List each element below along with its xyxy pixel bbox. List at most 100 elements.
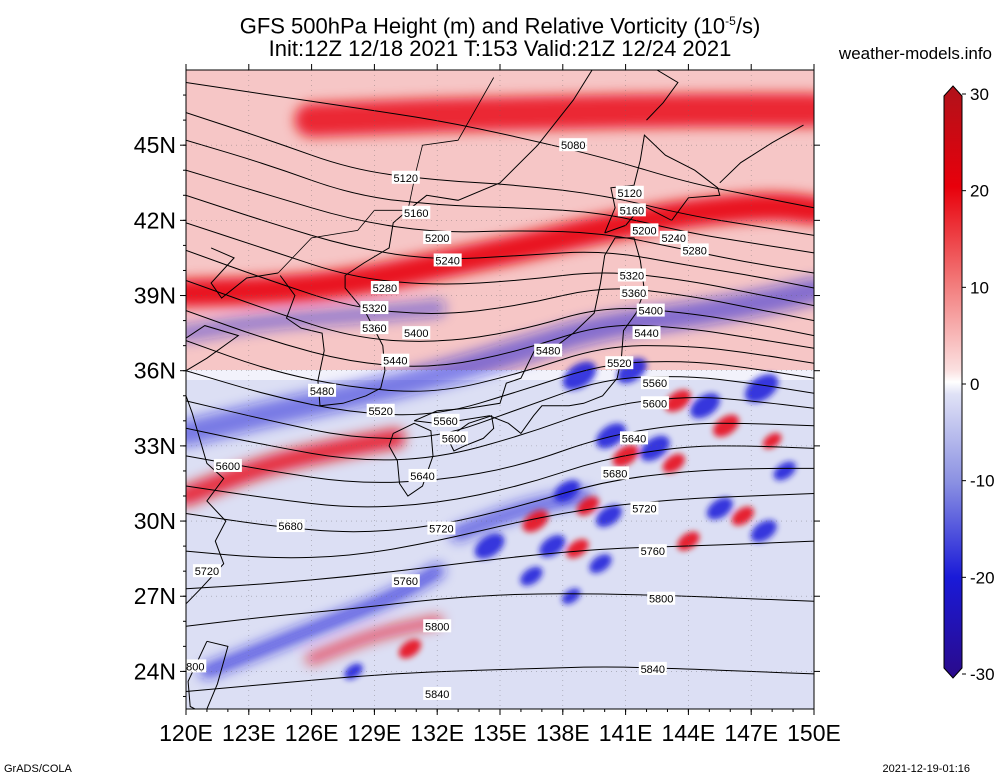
contour-label: 5800 — [425, 621, 449, 633]
lat-tick-label: 33N — [134, 433, 176, 459]
contour-label: 5440 — [383, 356, 407, 368]
contour-label: 5640 — [622, 433, 646, 445]
vorticity-cell — [566, 539, 589, 559]
contour-label-bg — [431, 413, 460, 427]
lat-tick-label: 42N — [134, 207, 176, 233]
vorticity-cell — [690, 393, 721, 419]
coastline-sakhalin — [646, 70, 679, 121]
contour-label: 5320 — [620, 270, 644, 282]
height-contour-5520 — [186, 376, 814, 439]
height-contour-5600 — [186, 422, 814, 483]
colorbar-scale — [943, 85, 963, 679]
vorticity-cell — [731, 506, 755, 526]
height-contour-5480 — [186, 361, 814, 416]
height-contour-5640 — [186, 445, 814, 508]
coastline-taiwan — [187, 640, 229, 709]
contour-label-bg — [213, 458, 242, 472]
lon-tick-label: 132E — [410, 720, 464, 746]
lat-tick-label: 36N — [134, 358, 176, 384]
colorbar-label: -20 — [970, 568, 995, 587]
contour-label: 5120 — [618, 188, 642, 200]
contour-label-bg — [632, 326, 661, 340]
footer-timestamp: 2021-12-19-01:16 — [882, 763, 970, 775]
height-contour-5760 — [186, 540, 814, 590]
contour-label: 5840 — [425, 689, 449, 701]
contour-label: 5680 — [278, 521, 302, 533]
lat-tick-label: 30N — [134, 508, 176, 534]
vorticity-cell — [773, 461, 796, 481]
contour-label-bg — [534, 343, 563, 357]
vorticity-cell — [539, 535, 566, 558]
lat-tick-label: 45N — [134, 132, 176, 158]
site-credit: weather-models.info — [838, 44, 992, 63]
contour-label-bg — [186, 659, 207, 673]
contour-label-bg — [366, 403, 395, 417]
contour-label: 5360 — [622, 288, 646, 300]
contour-label-bg — [619, 431, 648, 445]
lon-tick-label: 138E — [536, 720, 590, 746]
vorticity-cell — [520, 566, 543, 586]
vorticity-cells — [344, 358, 796, 680]
contour-label: 5600 — [442, 433, 466, 445]
contour-label-bg — [308, 383, 337, 397]
lat-tick-label: 39N — [134, 283, 176, 309]
lon-tick-label: 141E — [599, 720, 653, 746]
vorticity-band — [186, 299, 447, 343]
contour-label-bg — [605, 356, 634, 370]
contour-label-bg — [647, 591, 676, 605]
contour-label: 5720 — [195, 566, 219, 578]
contour-label: 5200 — [425, 233, 449, 245]
coastline-china-coast — [210, 247, 279, 299]
contour-label: 5560 — [433, 416, 457, 428]
vorticity-cell — [562, 361, 597, 390]
contour-label-bg — [423, 230, 452, 244]
height-contour-5120 — [186, 112, 814, 236]
contour-label: 5120 — [394, 173, 418, 185]
colorbar-label: 10 — [970, 278, 989, 297]
contour-label-bg — [615, 185, 644, 199]
lon-tick-label: 150E — [787, 720, 841, 746]
contour-label: 5280 — [373, 283, 397, 295]
lon-tick-label: 129E — [348, 720, 402, 746]
contour-label: 5640 — [410, 471, 434, 483]
contour-label-bg — [427, 521, 456, 535]
contour-label-bg — [433, 253, 462, 267]
contour-label-bg — [659, 230, 688, 244]
contour-label: 5760 — [641, 546, 665, 558]
contour-label: 5440 — [634, 328, 658, 340]
vorticity-cell — [744, 374, 779, 403]
vorticity-cell — [589, 554, 612, 574]
contour-label: 5520 — [368, 406, 392, 418]
vorticity-cell — [576, 496, 600, 516]
contour-label: 5080 — [561, 140, 585, 152]
contour-label: 5400 — [404, 328, 428, 340]
vorticity-band — [294, 93, 814, 138]
contour-label: 5400 — [638, 306, 662, 318]
contour-label-bg — [640, 396, 669, 410]
contour-label: 5160 — [404, 208, 428, 220]
vorticity-cell — [596, 423, 626, 449]
contour-label-bg — [680, 243, 709, 257]
contour-label-bg — [408, 468, 437, 482]
contour-label: 5760 — [394, 576, 418, 588]
vorticity-band — [305, 615, 444, 665]
contour-label: 5480 — [310, 386, 334, 398]
colorbar-label: 20 — [970, 182, 989, 201]
contour-label: 5720 — [429, 524, 453, 536]
vorticity-cell — [344, 663, 363, 680]
contour-label-bg — [617, 268, 646, 282]
axes: 120E 123E 126E 129E 132E 135E 138E 141E 144E 147E… — [134, 64, 841, 746]
contour-label-bg — [276, 519, 305, 533]
lon-tick-label: 135E — [473, 720, 527, 746]
lon-tick-label: 123E — [222, 720, 276, 746]
contour-label: 5800 — [180, 661, 204, 673]
contour-label-bg — [559, 138, 588, 152]
colorbar-label: 30 — [970, 85, 989, 104]
height-contour-5240 — [186, 194, 814, 289]
contour-label: 5280 — [682, 245, 706, 257]
height-contour-5440 — [186, 340, 814, 392]
contour-label: 5480 — [536, 346, 560, 358]
chart-title: GFS 500hPa Height (m) and Relative Vorti… — [239, 13, 761, 39]
title-exponent: -5 — [725, 14, 736, 28]
